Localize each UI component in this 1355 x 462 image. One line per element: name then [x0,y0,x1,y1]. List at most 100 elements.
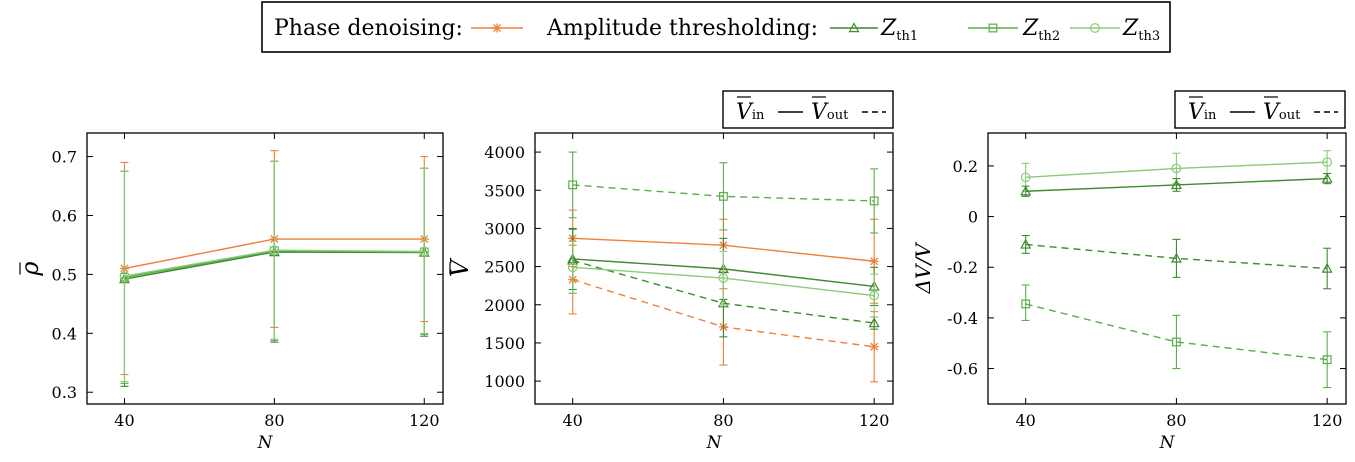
inout-legend-box [1174,90,1346,129]
chart-panel-1: 0.3 0.4 0.5 0.6 0.7 40 80 120 Nρ [16,132,444,453]
legend-zth3-symbol [1090,23,1100,33]
legend-vout-label: Vout [1263,100,1301,125]
series-zth1-out [1020,235,1333,290]
inout-legend-box [722,90,894,129]
data-point [717,297,729,308]
x-tick-label: 80 [713,411,733,430]
chart-panel-2: 1000 1500 2000 2500 3000 3500 4000 40 80 120 N V [446,132,894,453]
data-point [869,256,879,266]
y-tick-label: 1500 [484,334,525,353]
x-tick-label: 40 [1016,411,1036,430]
data-point [419,246,430,257]
data-point [269,245,280,256]
data-point [1170,252,1182,263]
data-point [868,317,880,328]
plot-frame [86,132,444,405]
y-tick-label: 4000 [484,143,525,162]
series-zth3 [119,160,430,383]
legend-vout-label: Vout [811,100,849,125]
series-zth3-in [567,240,880,318]
x-axis-label: N [1159,433,1176,453]
legend-zth1-marker [830,22,878,33]
y-tick-label: 0.2 [953,157,978,176]
data-point [567,262,578,273]
x-tick-label: 40 [563,411,583,430]
data-point [119,271,130,282]
series-line [1025,303,1328,361]
main-legend-box [261,1,1171,53]
legend-zth1-label: Zth1 [880,16,918,44]
series-line [572,184,875,202]
legend-zth3-label: Zth3 [1122,16,1160,44]
legend-phase-label: Phase denoising: [274,16,463,41]
x-tick-label: 120 [409,411,440,430]
data-point [1020,238,1032,249]
y-tick-label: -0.4 [947,309,978,328]
x-tick-label: 120 [1312,411,1343,430]
inout-legend-right: Vin Vout [1174,90,1346,129]
y-tick-label: 2000 [484,296,525,315]
y-tick-label: -0.2 [947,258,978,277]
y-tick-label: 2500 [484,258,525,277]
chart-panel-3: -0.6 -0.4 -0.2 0 0.2 40 80 120 N ΔV/V [911,132,1347,453]
plots: 0.3 0.4 0.5 0.6 0.7 40 80 120 Nρ 1000 1500 2000 2500… [16,132,1347,453]
data-point [1322,157,1333,168]
data-point [718,273,729,283]
data-point [869,290,880,301]
data-point [1021,299,1031,309]
y-axis-label: ρ [16,261,44,276]
y-tick-label: 0 [968,208,978,227]
data-point-stroke [870,257,879,266]
legend-zth2-marker [968,23,1018,33]
y-axis-label: ΔV/V [911,241,935,295]
y-tick-label: 0.4 [52,324,77,343]
y-tick-label: 0.6 [52,206,77,225]
data-point [718,191,728,201]
y-tick-label: 3500 [484,181,525,200]
data-point-stroke [870,342,879,351]
data-point [1171,337,1181,347]
x-tick-label: 80 [1166,411,1186,430]
data-point [1020,172,1031,183]
x-tick-label: 40 [114,411,134,430]
x-axis-label: N [706,433,723,453]
legend-zth3-marker [1070,23,1120,33]
y-tick-label: 0.3 [52,383,77,402]
data-point [1321,262,1333,273]
legend-phase-symbol [492,23,502,33]
legend-amplitude-label: Amplitude thresholding: [546,16,818,41]
series-zth1-in [1020,172,1333,197]
x-axis-label: N [257,433,274,453]
data-point [1321,172,1333,183]
y-tick-label: 0.7 [52,148,77,167]
y-tick-label: 3000 [484,219,525,238]
legend-zth2-symbol [988,23,998,33]
legend-vin-label: Vin [1188,100,1217,125]
y-tick-label: 1000 [484,372,525,391]
data-point [869,342,879,352]
data-point [1170,179,1182,190]
series-zth2-out [1021,284,1332,389]
legend-zth1-symbol [848,22,860,33]
inout-legend-middle: Vin Vout [722,90,894,129]
series-zth2-out [568,151,879,234]
data-point [1020,185,1032,196]
y-tick-label: -0.6 [947,360,978,379]
legend-vin-label: Vin [736,100,765,125]
legend-phase-marker [471,23,523,33]
x-tick-label: 80 [264,411,284,430]
plot-frame [987,132,1347,405]
y-axis-label: V [446,257,474,277]
data-point [869,196,879,206]
legend-zth2-label: Zth2 [1022,16,1060,44]
y-tick-label: 0.5 [52,265,77,284]
x-tick-label: 120 [859,411,890,430]
legend-phase-symbol-stroke [492,23,502,33]
series-line [1025,243,1328,270]
data-point [1322,355,1332,365]
main-legend: Phase denoising: Amplitude thresholding:… [261,1,1171,53]
data-point [1171,163,1182,174]
data-point [568,180,578,190]
plot-frame [534,132,894,405]
